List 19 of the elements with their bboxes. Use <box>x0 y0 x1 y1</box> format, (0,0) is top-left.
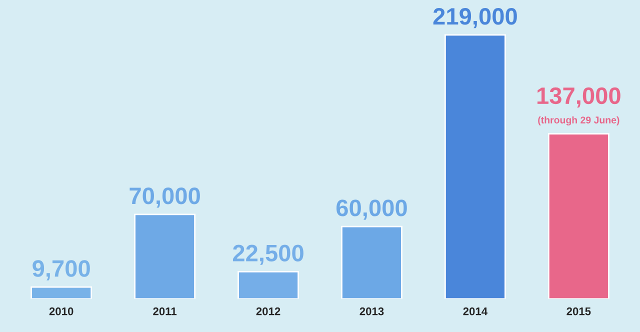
bar <box>548 133 610 299</box>
data-label: 60,000 <box>336 200 407 220</box>
x-tick-label: 2015 <box>566 307 591 316</box>
x-tick-label: 2011 <box>153 307 177 316</box>
x-tick-label: 2014 <box>463 307 488 316</box>
data-label: 22,500 <box>232 244 304 265</box>
bar <box>30 286 92 299</box>
data-label: 137,000 <box>537 87 620 108</box>
bar <box>238 271 299 299</box>
bar <box>341 226 402 299</box>
data-label: 9,700 <box>32 260 90 280</box>
annotation: (through 29 June) <box>538 116 620 126</box>
bar <box>134 214 196 299</box>
x-tick-label: 2010 <box>49 307 74 316</box>
x-tick-label: 2013 <box>360 307 384 316</box>
data-label: 219,000 <box>433 8 517 28</box>
bar <box>444 34 506 299</box>
x-tick-label: 2012 <box>256 307 280 316</box>
data-label: 70,000 <box>130 188 200 208</box>
